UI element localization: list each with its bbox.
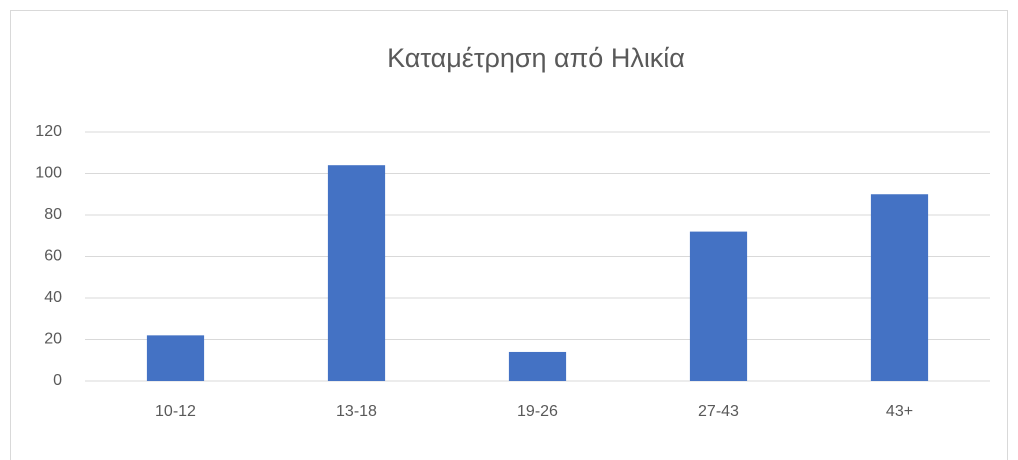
bar — [327, 165, 386, 381]
y-tick-label: 0 — [53, 372, 62, 389]
y-tick-label: 80 — [44, 206, 62, 223]
chart-title: Καταμέτρηση από Ηλικία — [387, 43, 685, 73]
y-tick-label: 40 — [44, 289, 62, 306]
y-tick-label: 20 — [44, 331, 62, 348]
y-tick-label: 60 — [44, 248, 62, 265]
bar — [689, 231, 748, 381]
chart-border — [10, 10, 1008, 460]
bar — [870, 194, 929, 381]
y-tick-label: 120 — [35, 123, 62, 140]
x-tick-label: 19-26 — [517, 403, 558, 420]
x-tick-label: 13-18 — [336, 403, 377, 420]
y-tick-label: 100 — [35, 165, 62, 182]
x-tick-label: 27-43 — [698, 403, 739, 420]
x-tick-label: 43+ — [886, 403, 913, 420]
bar — [146, 335, 205, 381]
bar — [508, 351, 567, 381]
x-tick-label: 10-12 — [155, 403, 196, 420]
